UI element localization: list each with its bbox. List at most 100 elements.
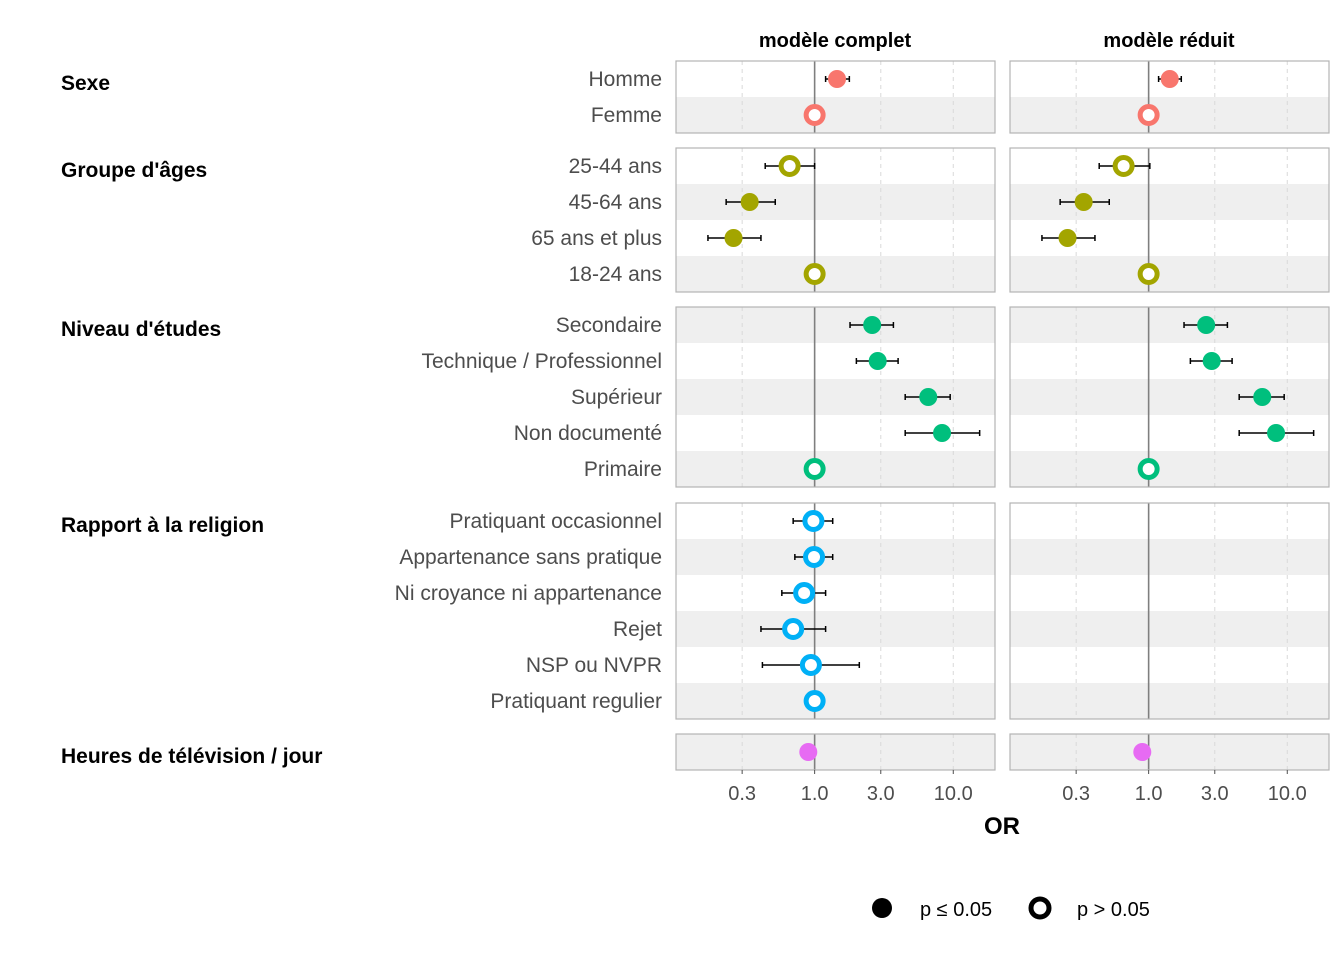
row-label: Non documenté <box>514 422 662 445</box>
panel-complet <box>675 502 996 720</box>
point-not-significant <box>803 104 826 126</box>
row-stripe <box>1010 734 1329 770</box>
point-significant <box>1253 388 1272 406</box>
point-significant <box>933 424 952 442</box>
point-significant <box>799 743 818 761</box>
panel-border <box>1009 502 1330 720</box>
point-significant <box>1197 316 1216 334</box>
facet-title-complet: modèle complet <box>759 30 912 52</box>
panel-reduit <box>1009 502 1330 720</box>
row-label: Femme <box>591 104 662 127</box>
row-stripe <box>676 611 995 647</box>
panel-reduit <box>1009 733 1330 771</box>
panel-reduit <box>1009 147 1330 293</box>
panel-complet <box>675 733 996 771</box>
panel-reduit <box>1009 306 1330 488</box>
tick-label: 3.0 <box>1201 783 1229 805</box>
row-stripe <box>1010 539 1329 575</box>
row-stripe <box>676 184 995 220</box>
panel-complet <box>675 147 996 293</box>
point-not-significant <box>1112 155 1135 177</box>
row-stripe <box>1010 97 1329 133</box>
row-label: Appartenance sans pratique <box>399 546 662 569</box>
row-label: Supérieur <box>571 386 662 409</box>
point-significant <box>828 70 847 88</box>
row-label: Ni croyance ni appartenance <box>395 582 662 605</box>
point-not-significant <box>1137 458 1160 480</box>
point-not-significant <box>782 618 805 640</box>
legend-filled-marker <box>872 898 892 918</box>
row-stripe <box>676 307 995 343</box>
panel-border <box>1009 147 1330 293</box>
point-not-significant <box>803 690 826 712</box>
row-label: Rejet <box>613 618 662 641</box>
row-label: Pratiquant occasionnel <box>450 510 662 533</box>
panel-complet <box>675 60 996 134</box>
row-label: Secondaire <box>556 314 662 337</box>
row-stripe <box>1010 451 1329 487</box>
panel-border <box>1009 306 1330 488</box>
tick-label: 0.3 <box>728 783 756 805</box>
panel-border <box>1009 60 1330 134</box>
legend: p ≤ 0.05 p > 0.05 <box>872 896 1150 921</box>
row-label: 65 ans et plus <box>531 227 662 250</box>
point-not-significant <box>1137 263 1160 285</box>
row-stripe <box>676 539 995 575</box>
facet-titles: modèle complet modèle réduit <box>759 30 1235 52</box>
x-axis-title: OR <box>984 813 1020 840</box>
tick-label: 1.0 <box>801 783 829 805</box>
point-not-significant <box>778 155 801 177</box>
panel-border <box>675 306 996 488</box>
row-label: 25-44 ans <box>569 155 662 178</box>
row-stripe <box>1010 683 1329 719</box>
row-stripe <box>1010 184 1329 220</box>
row-label: NSP ou NVPR <box>526 654 662 677</box>
group-label: Heures de télévision / jour <box>61 745 322 768</box>
panel-complet <box>675 306 996 488</box>
facet-title-reduit: modèle réduit <box>1103 30 1234 52</box>
tick-label: 0.3 <box>1062 783 1090 805</box>
tick-label: 1.0 <box>1135 783 1163 805</box>
point-significant <box>740 193 759 211</box>
point-not-significant <box>793 582 816 604</box>
point-not-significant <box>799 654 822 676</box>
legend-open-marker <box>1028 896 1052 920</box>
point-significant <box>1074 193 1093 211</box>
row-stripe <box>676 734 995 770</box>
panels <box>675 60 1330 771</box>
row-label: Homme <box>588 68 662 91</box>
panel-border <box>675 502 996 720</box>
point-not-significant <box>1137 104 1160 126</box>
x-axis-ticks: 0.3 1.0 3.0 10.0 0.3 1.0 3.0 10.0 <box>728 770 1307 805</box>
row-labels: Sexe Homme Femme Groupe d'âges 25-44 ans 45-6… <box>61 68 662 768</box>
row-label: Technique / Professionnel <box>422 350 663 373</box>
group-label: Rapport à la religion <box>61 514 264 537</box>
panel-reduit <box>1009 60 1330 134</box>
row-label: Primaire <box>584 458 662 481</box>
point-not-significant <box>803 458 826 480</box>
point-significant <box>1202 352 1221 370</box>
row-stripe <box>676 683 995 719</box>
panel-border <box>675 147 996 293</box>
tick-label: 10.0 <box>1268 783 1307 805</box>
row-stripe <box>1010 611 1329 647</box>
tick-label: 3.0 <box>867 783 895 805</box>
point-significant <box>1133 743 1152 761</box>
point-significant <box>868 352 887 370</box>
row-stripe <box>1010 307 1329 343</box>
row-stripe <box>676 97 995 133</box>
row-stripe <box>676 256 995 292</box>
point-significant <box>1160 70 1179 88</box>
point-significant <box>919 388 938 406</box>
row-label: 45-64 ans <box>569 191 662 214</box>
group-label: Groupe d'âges <box>61 159 207 182</box>
row-stripe <box>1010 256 1329 292</box>
group-label: Niveau d'études <box>61 318 221 341</box>
panel-border <box>675 733 996 771</box>
legend-label-not-significant: p > 0.05 <box>1077 899 1150 921</box>
point-not-significant <box>802 510 825 532</box>
point-not-significant <box>803 546 826 568</box>
point-significant <box>1267 424 1286 442</box>
point-significant <box>724 229 743 247</box>
